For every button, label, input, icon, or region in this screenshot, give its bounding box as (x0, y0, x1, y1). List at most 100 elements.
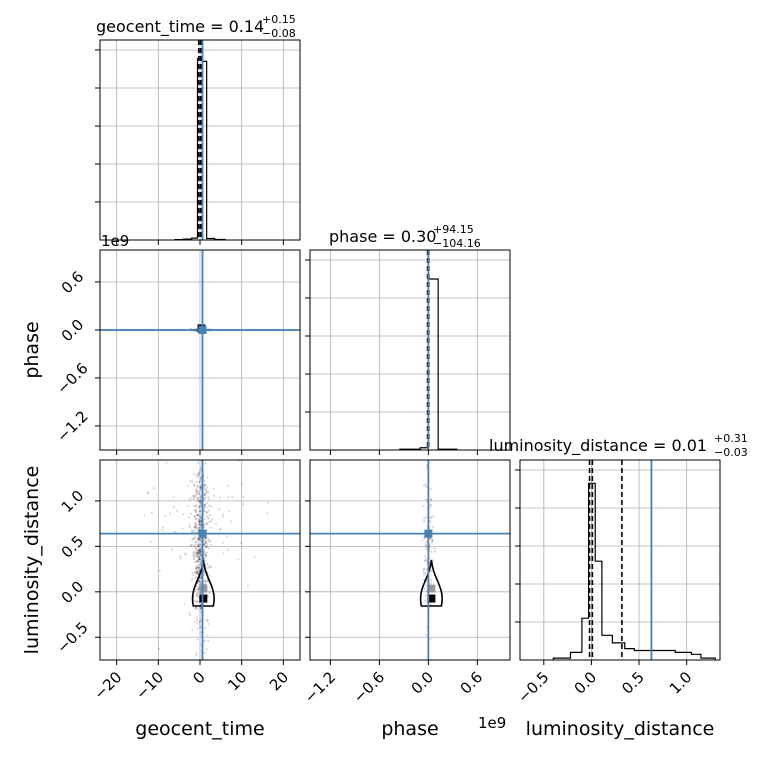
geocent_time_vs_luminosity_distance-point-47 (206, 634, 209, 637)
geocent_time_vs_luminosity_distance-point-48 (206, 580, 209, 583)
geocent_time_vs_luminosity_distance-point-403 (209, 526, 212, 529)
geocent_time_vs_luminosity_distance-point-617 (210, 566, 213, 569)
geocent_time_vs_luminosity_distance-point-560 (203, 571, 206, 574)
geocent_time_vs_luminosity_distance-point-254 (195, 517, 198, 520)
geocent_time_vs_luminosity_distance-point-659 (199, 553, 202, 556)
geocent_time_vs_luminosity_distance-point-307 (198, 580, 201, 583)
xtick-label-luminosity-distance-2: 0.5 (618, 668, 648, 698)
geocent_time_vs_luminosity_distance-point-274 (193, 537, 196, 540)
geocent_time_vs_luminosity_distance-point-141 (198, 549, 201, 552)
geocent_time_vs_luminosity_distance-point-574 (199, 486, 202, 489)
geocent_time_vs_luminosity_distance-point-555 (197, 588, 200, 591)
geocent_time_vs_luminosity_distance-point-22 (204, 436, 206, 438)
geocent_time_vs_luminosity_distance-point-10 (204, 455, 206, 457)
phase_vs_luminosity_distance-points (419, 456, 443, 641)
geocent_time_vs_luminosity_distance-point-81 (193, 553, 196, 556)
geocent_time_vs_luminosity_distance-point-376 (204, 552, 207, 555)
geocent_time_vs_luminosity_distance-point-350 (194, 495, 197, 498)
phase_vs_luminosity_distance-point-72 (429, 503, 432, 506)
luminosity_distance_hist-bin-5 (602, 635, 612, 660)
geocent_time_vs_luminosity_distance-point-468 (196, 588, 199, 591)
phase_vs_luminosity_distance-point-4 (424, 456, 426, 458)
geocent_time_vs_luminosity_distance-point-462 (204, 503, 207, 506)
ylabel-phase: phase (21, 321, 43, 378)
geocent_time_vs_luminosity_distance-point-441 (196, 638, 199, 641)
geocent_time_vs_luminosity_distance-point-16 (195, 593, 198, 596)
phase_vs_luminosity_distance-point-54 (424, 559, 427, 562)
geocent_time_vs_luminosity_distance-point-304 (193, 483, 196, 486)
phase_vs_luminosity_distance-point-68 (425, 548, 428, 551)
phase_vs_luminosity_distance-point-7 (431, 539, 434, 542)
geocent_time_vs_luminosity_distance-point-667 (221, 541, 224, 544)
phase_vs_luminosity_distance-point-1 (429, 488, 432, 491)
geocent_time_vs_luminosity_distance-point-392 (204, 538, 207, 541)
geocent_time_vs_luminosity_distance-point-234 (195, 543, 198, 546)
phase_vs_luminosity_distance-point-22 (424, 516, 427, 519)
geocent_time_vs_luminosity_distance-point-255 (162, 526, 165, 529)
geocent_time_vs_luminosity_distance-point-531 (227, 548, 230, 551)
geocent_time_vs_luminosity_distance-point-21 (196, 571, 199, 574)
geocent_time_vs_luminosity_distance-point-458 (203, 507, 206, 510)
geocent_time_vs_luminosity_distance-point-115 (198, 470, 201, 473)
geocent_time_vs_luminosity_distance-point-581 (183, 603, 186, 606)
geocent_time_vs_luminosity_distance-point-604 (205, 515, 208, 518)
title-geocent-time-sub: −0.08 (262, 27, 296, 40)
xtick-label-phase-0: −1.2 (301, 668, 339, 706)
geocent_time_vs_luminosity_distance-point-240 (203, 504, 206, 507)
geocent_time_vs_luminosity_distance-point-401 (192, 495, 195, 498)
geocent_time_vs_luminosity_distance-point-588 (171, 548, 174, 551)
ytick-label-luminosity-distance-3: −0.5 (53, 618, 91, 656)
xlabel-geocent-time: geocent_time (135, 718, 264, 740)
geocent_time_vs_luminosity_distance-point-231 (193, 526, 196, 529)
geocent_time_vs_luminosity_distance-point-46 (204, 582, 207, 585)
geocent_time_hist-frame (99, 39, 301, 241)
ytick-label-luminosity-distance-1: 0.5 (58, 532, 88, 562)
geocent_time_vs_luminosity_distance-point-167 (193, 556, 196, 559)
geocent_time_vs_luminosity_distance-point-672 (189, 614, 192, 617)
geocent_time_vs_luminosity_distance-point-396 (189, 512, 192, 515)
phase_vs_luminosity_distance-density-core (427, 594, 436, 603)
geocent_time_vs_luminosity_distance-point-642 (190, 545, 193, 548)
geocent_time_vs_luminosity_distance-point-544 (195, 494, 198, 497)
geocent_time_vs_luminosity_distance-point-35 (206, 619, 209, 622)
geocent_time_vs_luminosity_distance-point-682 (199, 539, 202, 542)
geocent_time_vs_luminosity_distance-point-28 (193, 561, 196, 564)
phase_vs_luminosity_distance-point-95 (425, 545, 428, 548)
title-luminosity-distance: luminosity_distance = 0.01 (489, 436, 707, 456)
grid-layer (100, 40, 720, 660)
geocent_time_vs_luminosity_distance-point-564 (204, 542, 207, 545)
geocent_time_vs_luminosity_distance-point-354 (221, 515, 224, 518)
luminosity_distance_hist-bin-10 (691, 654, 701, 660)
geocent_time_vs_luminosity_distance-point-634 (196, 566, 199, 569)
geocent_time_vs_luminosity_distance-point-208 (204, 505, 207, 508)
geocent_time_vs_luminosity_distance-point-640 (181, 527, 184, 530)
geocent_time_vs_luminosity_distance-point-368 (196, 627, 199, 630)
geocent_time_vs_luminosity_distance-point-649 (189, 544, 192, 547)
geocent_time_vs_luminosity_distance-point-630 (196, 499, 199, 502)
ytick-label-phase-2: −0.6 (53, 359, 91, 397)
geocent_time_vs_luminosity_distance-point-583 (198, 558, 201, 561)
geocent_time_vs_luminosity_distance-point-64 (188, 516, 191, 519)
geocent_time_vs_luminosity_distance-point-2 (197, 538, 200, 541)
geocent_time_vs_luminosity_distance-point-373 (204, 488, 207, 491)
title-luminosity-distance-sup: +0.31 (714, 432, 748, 445)
geocent_time_vs_luminosity_distance-point-420 (157, 647, 160, 650)
geocent_time_vs_luminosity_distance-point-92 (203, 540, 206, 543)
geocent_time_vs_luminosity_distance-point-103 (195, 504, 198, 507)
geocent_time_vs_luminosity_distance-point-268 (208, 514, 211, 517)
geocent_time_vs_luminosity_distance-point-165 (207, 537, 210, 540)
geocent_time_vs_luminosity_distance-point-95 (193, 526, 196, 529)
geocent_time_vs_luminosity_distance-point-575 (196, 572, 199, 575)
geocent_time_vs_luminosity_distance-point-318 (204, 639, 207, 642)
geocent_time_vs_luminosity_distance-point-366 (195, 571, 198, 574)
phase_vs_luminosity_distance-point-19 (430, 541, 433, 544)
geocent_time_vs_luminosity_distance-point-549 (197, 493, 200, 496)
geocent_time_vs_luminosity_distance-point-284 (253, 556, 256, 559)
geocent_time_vs_luminosity_distance-point-474 (182, 513, 185, 516)
geocent_time_vs_luminosity_distance-point-267 (204, 510, 207, 513)
geocent_time_vs_luminosity_distance-point-175 (193, 484, 196, 487)
geocent_time_vs_luminosity_distance-point-629 (203, 526, 206, 529)
geocent_time_vs_luminosity_distance-point-377 (143, 514, 146, 517)
geocent_time_vs_luminosity_distance-point-322 (199, 526, 202, 529)
geocent_time_vs_luminosity_distance-point-320 (197, 474, 200, 477)
